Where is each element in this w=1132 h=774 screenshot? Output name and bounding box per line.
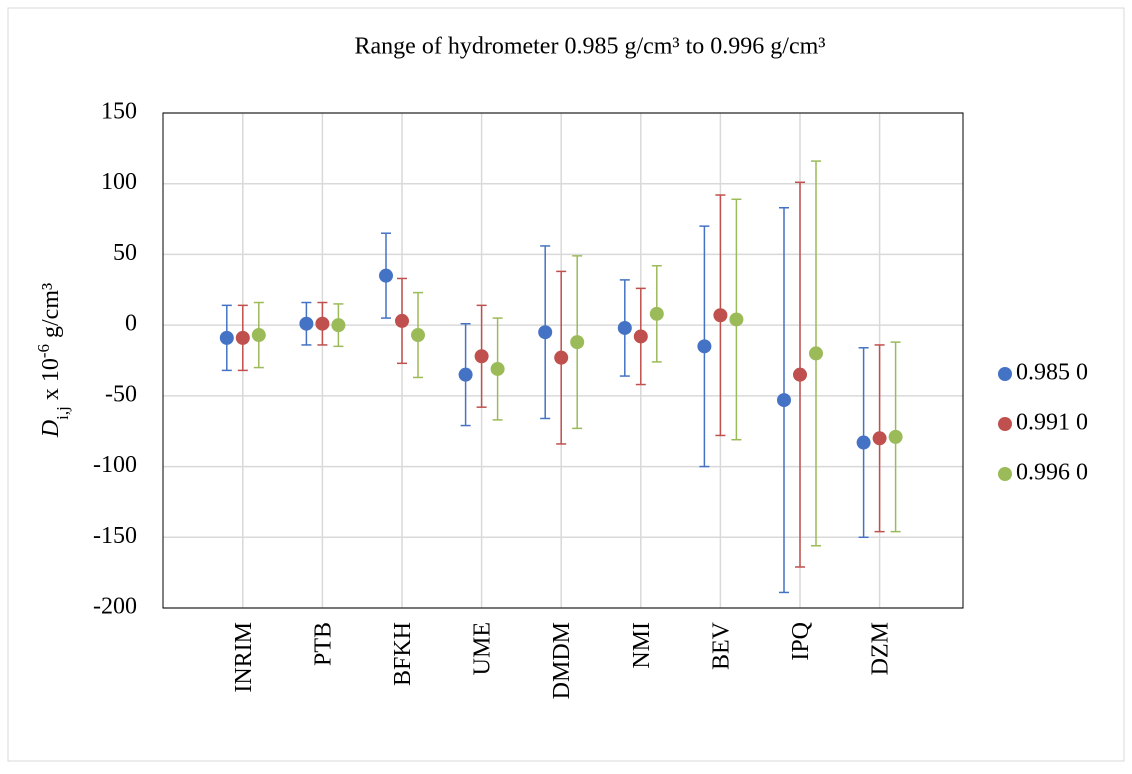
legend-label: 0.985 0 xyxy=(1016,360,1088,386)
plot-frame xyxy=(162,112,964,609)
data-point xyxy=(633,329,648,344)
data-point xyxy=(554,350,569,365)
legend-label: 0.991 0 xyxy=(1016,410,1088,436)
y-label-text: x 10 xyxy=(38,358,64,406)
data-point xyxy=(395,313,409,328)
data-point xyxy=(697,339,712,354)
data-point xyxy=(809,346,823,361)
data-point xyxy=(793,367,807,382)
x-tick-label: PTB xyxy=(310,622,336,666)
chart-title: Range of hydrometer 0.985 g/cm³ to 0.996… xyxy=(355,34,826,60)
data-point xyxy=(235,330,250,345)
y-tick-label: 100 xyxy=(101,169,137,195)
legend-marker xyxy=(998,367,1012,381)
x-tick-label: INRIM xyxy=(231,622,257,693)
data-point xyxy=(888,429,903,444)
data-point xyxy=(570,335,585,350)
x-tick-label: IPQ xyxy=(788,622,814,661)
legend-marker xyxy=(998,467,1012,481)
data-point xyxy=(299,316,314,331)
data-point xyxy=(777,393,791,408)
data-point xyxy=(649,306,664,321)
data-point xyxy=(379,268,393,283)
data-point xyxy=(474,349,489,364)
data-point xyxy=(856,435,871,450)
data-point xyxy=(219,330,234,345)
x-tick-label: NMI xyxy=(629,622,655,669)
x-tick-label: DMDM xyxy=(549,622,575,699)
y-tick-label: -150 xyxy=(93,523,137,549)
data-point xyxy=(411,328,425,343)
legend-marker xyxy=(998,417,1012,431)
y-label-unit: g/cm³ xyxy=(38,283,64,344)
data-point xyxy=(315,316,330,331)
data-point xyxy=(490,361,505,376)
y-tick-label: -200 xyxy=(93,594,137,620)
data-point xyxy=(251,328,266,343)
legend-label: 0.996 0 xyxy=(1016,460,1088,486)
y-label-symbol: D xyxy=(38,420,64,438)
data-point xyxy=(617,320,632,335)
y-tick-label: 150 xyxy=(101,99,137,125)
data-point xyxy=(538,325,553,340)
data-point xyxy=(729,312,744,327)
y-label-subscript: i,j xyxy=(53,406,72,420)
x-tick-label: DZM xyxy=(868,622,894,675)
y-tick-label: -50 xyxy=(105,381,137,407)
x-tick-label: BEV xyxy=(708,621,734,670)
x-tick-label: UME xyxy=(470,622,496,675)
y-axis-label: Di,j x 10-6 g/cm³ xyxy=(34,283,72,438)
x-tick-label: BFKH xyxy=(390,622,416,686)
data-point xyxy=(713,308,728,323)
y-label-superscript: -6 xyxy=(34,344,53,358)
y-tick-label: 50 xyxy=(113,240,137,266)
data-point xyxy=(458,367,473,382)
y-tick-label: 0 xyxy=(125,311,137,337)
y-tick-label: -100 xyxy=(93,452,137,478)
chart-border xyxy=(7,7,1125,762)
data-point xyxy=(331,318,346,333)
data-point xyxy=(872,431,887,446)
